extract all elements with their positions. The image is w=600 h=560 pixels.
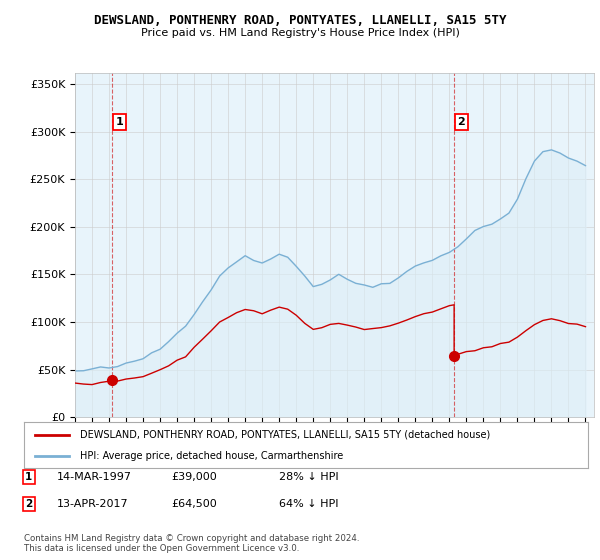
Text: 14-MAR-1997: 14-MAR-1997 <box>57 472 132 482</box>
Text: HPI: Average price, detached house, Carmarthenshire: HPI: Average price, detached house, Carm… <box>80 451 344 461</box>
Text: Price paid vs. HM Land Registry's House Price Index (HPI): Price paid vs. HM Land Registry's House … <box>140 28 460 38</box>
Text: 13-APR-2017: 13-APR-2017 <box>57 499 128 509</box>
Text: DEWSLAND, PONTHENRY ROAD, PONTYATES, LLANELLI, SA15 5TY (detached house): DEWSLAND, PONTHENRY ROAD, PONTYATES, LLA… <box>80 430 491 440</box>
Text: 64% ↓ HPI: 64% ↓ HPI <box>279 499 338 509</box>
Text: DEWSLAND, PONTHENRY ROAD, PONTYATES, LLANELLI, SA15 5TY: DEWSLAND, PONTHENRY ROAD, PONTYATES, LLA… <box>94 14 506 27</box>
Text: Contains HM Land Registry data © Crown copyright and database right 2024.
This d: Contains HM Land Registry data © Crown c… <box>24 534 359 553</box>
Text: 2: 2 <box>25 499 32 509</box>
Text: £64,500: £64,500 <box>171 499 217 509</box>
Text: 1: 1 <box>116 117 124 127</box>
Text: 28% ↓ HPI: 28% ↓ HPI <box>279 472 338 482</box>
Text: £39,000: £39,000 <box>171 472 217 482</box>
Text: 1: 1 <box>25 472 32 482</box>
Text: 2: 2 <box>458 117 465 127</box>
